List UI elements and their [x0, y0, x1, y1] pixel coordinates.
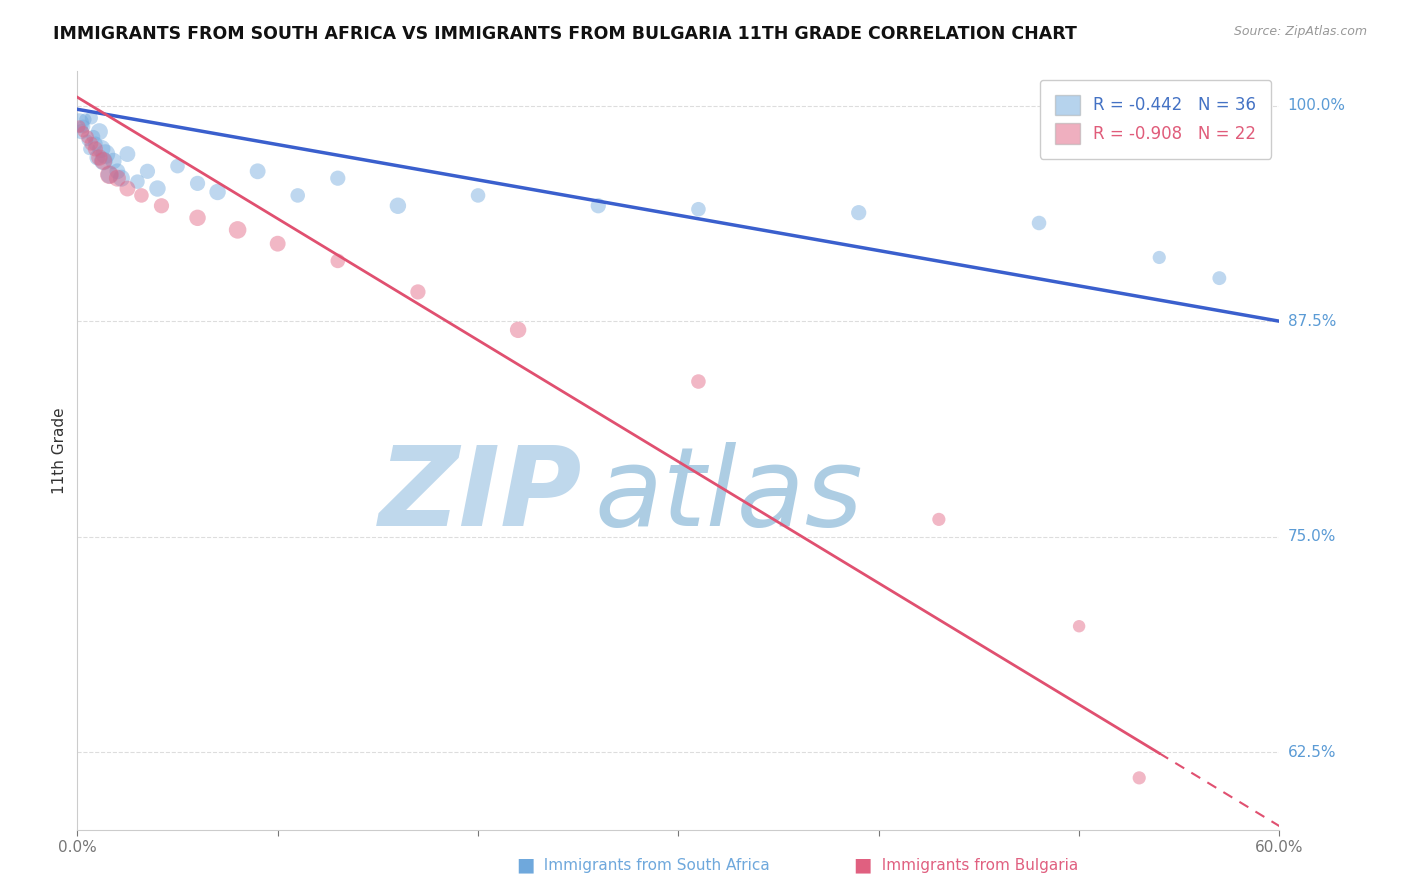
- Point: [467, 188, 489, 202]
- Point: [267, 236, 290, 251]
- Point: [72, 120, 94, 134]
- Point: [67, 120, 90, 134]
- Text: ■: ■: [853, 855, 872, 875]
- Point: [688, 375, 710, 389]
- Point: [90, 142, 112, 156]
- Point: [76, 129, 98, 144]
- Point: [117, 181, 139, 195]
- Y-axis label: 11th Grade: 11th Grade: [52, 407, 67, 494]
- Point: [928, 512, 950, 526]
- Point: [588, 199, 610, 213]
- Point: [107, 171, 129, 186]
- Point: [76, 133, 98, 147]
- Point: [1128, 771, 1150, 785]
- Point: [107, 164, 129, 178]
- Text: IMMIGRANTS FROM SOUTH AFRICA VS IMMIGRANTS FROM BULGARIA 11TH GRADE CORRELATION : IMMIGRANTS FROM SOUTH AFRICA VS IMMIGRAN…: [53, 25, 1077, 43]
- Point: [98, 168, 121, 182]
- Text: 100.0%: 100.0%: [1288, 98, 1346, 113]
- Point: [67, 116, 90, 130]
- Text: Immigrants from Bulgaria: Immigrants from Bulgaria: [872, 858, 1078, 872]
- Point: [127, 175, 149, 189]
- Point: [117, 147, 139, 161]
- Point: [688, 202, 710, 217]
- Point: [79, 142, 101, 156]
- Point: [93, 153, 115, 168]
- Point: [166, 159, 188, 173]
- Point: [1069, 619, 1091, 633]
- Point: [326, 171, 349, 186]
- Point: [70, 125, 93, 139]
- Point: [186, 211, 209, 225]
- Point: [226, 223, 249, 237]
- Point: [1208, 271, 1230, 285]
- Point: [89, 151, 111, 165]
- Legend: R = -0.442   N = 36, R = -0.908   N = 22: R = -0.442 N = 36, R = -0.908 N = 22: [1040, 79, 1271, 159]
- Point: [86, 151, 108, 165]
- Point: [136, 164, 159, 178]
- Point: [80, 111, 103, 125]
- Point: [93, 153, 115, 168]
- Point: [406, 285, 429, 299]
- Point: [80, 136, 103, 151]
- Text: 62.5%: 62.5%: [1288, 745, 1336, 759]
- Point: [103, 153, 125, 168]
- Point: [82, 129, 104, 144]
- Point: [84, 136, 107, 151]
- Point: [1028, 216, 1050, 230]
- Text: Source: ZipAtlas.com: Source: ZipAtlas.com: [1233, 25, 1367, 38]
- Point: [1149, 251, 1171, 265]
- Point: [84, 142, 107, 156]
- Point: [131, 188, 153, 202]
- Point: [186, 177, 209, 191]
- Text: atlas: atlas: [595, 442, 863, 549]
- Point: [246, 164, 269, 178]
- Text: 87.5%: 87.5%: [1288, 314, 1336, 329]
- Point: [387, 199, 409, 213]
- Point: [287, 188, 309, 202]
- Text: Immigrants from South Africa: Immigrants from South Africa: [534, 858, 770, 872]
- Point: [72, 125, 94, 139]
- Text: ZIP: ZIP: [378, 442, 582, 549]
- Point: [150, 199, 173, 213]
- Point: [146, 181, 169, 195]
- Point: [110, 171, 132, 186]
- Point: [508, 323, 530, 337]
- Point: [89, 125, 111, 139]
- Point: [326, 253, 349, 268]
- Text: ■: ■: [516, 855, 534, 875]
- Point: [98, 168, 121, 182]
- Point: [207, 185, 229, 199]
- Text: 75.0%: 75.0%: [1288, 529, 1336, 544]
- Point: [75, 112, 97, 127]
- Point: [94, 147, 117, 161]
- Point: [848, 205, 870, 219]
